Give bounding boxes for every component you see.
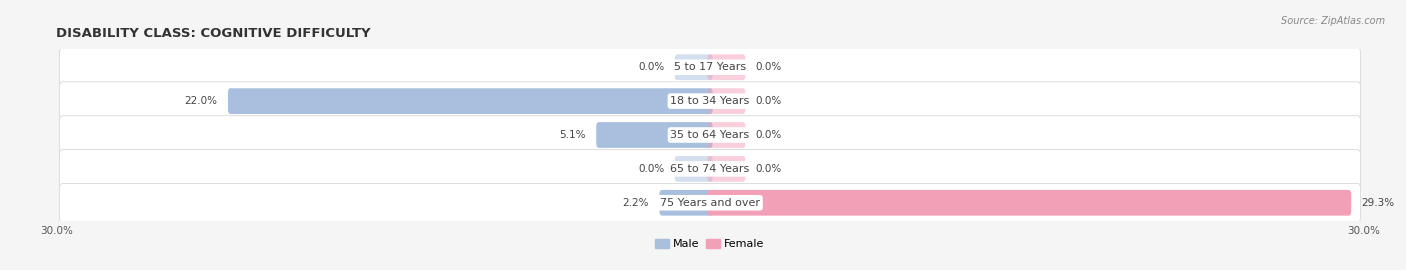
FancyBboxPatch shape [707,88,745,114]
Text: 22.0%: 22.0% [184,96,218,106]
Text: 0.0%: 0.0% [756,62,782,72]
Text: 65 to 74 Years: 65 to 74 Years [671,164,749,174]
Text: 2.2%: 2.2% [623,198,650,208]
Text: DISABILITY CLASS: COGNITIVE DIFFICULTY: DISABILITY CLASS: COGNITIVE DIFFICULTY [56,27,371,40]
FancyBboxPatch shape [707,156,745,182]
Text: Source: ZipAtlas.com: Source: ZipAtlas.com [1281,16,1385,26]
Text: 0.0%: 0.0% [756,164,782,174]
Text: 18 to 34 Years: 18 to 34 Years [671,96,749,106]
Text: 75 Years and over: 75 Years and over [659,198,761,208]
FancyBboxPatch shape [659,190,713,216]
FancyBboxPatch shape [596,122,713,148]
Text: 35 to 64 Years: 35 to 64 Years [671,130,749,140]
Text: 5.1%: 5.1% [560,130,586,140]
Text: 29.3%: 29.3% [1361,198,1395,208]
Text: 0.0%: 0.0% [756,130,782,140]
FancyBboxPatch shape [59,150,1361,188]
Text: 0.0%: 0.0% [638,164,664,174]
FancyBboxPatch shape [707,54,745,80]
Text: 5 to 17 Years: 5 to 17 Years [673,62,747,72]
FancyBboxPatch shape [707,122,745,148]
FancyBboxPatch shape [59,48,1361,87]
FancyBboxPatch shape [228,88,713,114]
Text: 0.0%: 0.0% [638,62,664,72]
FancyBboxPatch shape [675,156,713,182]
FancyBboxPatch shape [707,190,1351,216]
Text: 0.0%: 0.0% [756,96,782,106]
FancyBboxPatch shape [675,54,713,80]
FancyBboxPatch shape [59,82,1361,120]
FancyBboxPatch shape [59,116,1361,154]
FancyBboxPatch shape [59,183,1361,222]
Legend: Male, Female: Male, Female [651,235,769,254]
